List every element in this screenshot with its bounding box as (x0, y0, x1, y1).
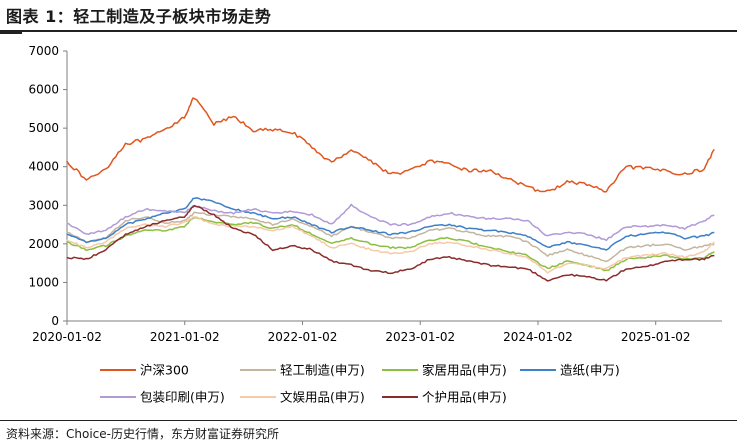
series-line (66, 216, 715, 272)
series-line (66, 203, 715, 242)
y-tick-label: 5000 (28, 121, 59, 135)
source-note: 资料来源：Choice-历史行情，东方财富证券研究所 (6, 427, 279, 441)
legend-label: 造纸(申万) (560, 363, 620, 378)
chart-axes: 0 1000 2000 3000 4000 5000 6000 7000 2020-01-02 2… (28, 44, 722, 344)
x-tick-label: 2020-01-02 (32, 330, 102, 344)
x-tick-label: 2024-01-02 (503, 330, 573, 344)
line-chart: 0 1000 2000 3000 4000 5000 6000 7000 2020-01-02 2… (28, 44, 722, 405)
page-title: 图表 1：轻工制造及子板块市场走势 (6, 7, 272, 26)
y-tick-label: 2000 (28, 237, 59, 251)
y-tick-label: 6000 (28, 83, 59, 97)
y-tick-label: 7000 (28, 44, 59, 58)
chart-legend: 沪深300 轻工制造(申万) 家居用品(申万) 造纸(申万) 包装印刷(申万) 文娱用品(… (100, 363, 620, 405)
legend-label: 个护用品(申万) (422, 390, 507, 405)
legend-label: 包装印刷(申万) (140, 390, 225, 405)
title-underline (0, 30, 737, 32)
series-line (66, 197, 715, 251)
legend-label: 轻工制造(申万) (280, 363, 365, 378)
series-line (66, 97, 715, 193)
x-tick-label: 2023-01-02 (385, 330, 455, 344)
legend-label: 文娱用品(申万) (280, 390, 365, 405)
y-tick-label: 4000 (28, 160, 59, 174)
x-tick-label: 2021-01-02 (150, 330, 220, 344)
chart-series-lines (66, 97, 715, 282)
y-tick-label: 3000 (28, 198, 59, 212)
y-tick-label: 1000 (28, 275, 59, 289)
legend-label: 沪深300 (140, 363, 189, 378)
x-tick-label: 2022-01-02 (268, 330, 338, 344)
x-tick-label: 2025-01-02 (621, 330, 691, 344)
series-line (66, 204, 715, 282)
series-line (66, 211, 715, 263)
y-tick-label: 0 (51, 314, 59, 328)
series-line (66, 216, 715, 274)
title-underline-accent (0, 30, 22, 34)
legend-label: 家居用品(申万) (422, 363, 507, 378)
footer-divider (0, 420, 737, 421)
